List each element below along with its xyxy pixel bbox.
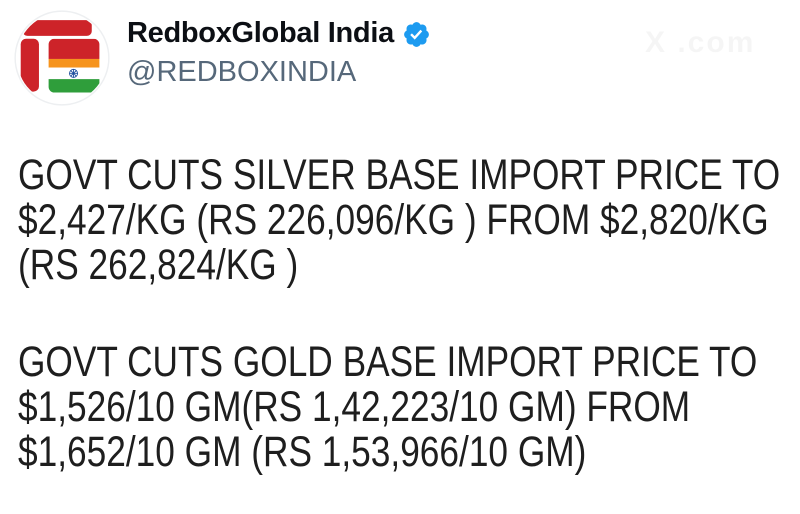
text-line: $1,652/10 GM (RS 1,53,966/10 GM) (18, 428, 587, 476)
text-line: (RS 262,824/KG ) (18, 241, 299, 289)
text-line: $2,427/KG (RS 226,096/KG ) FROM $2,820/K… (18, 196, 769, 244)
user-handle[interactable]: @REDBOXINDIA (127, 56, 357, 88)
verified-badge-icon (402, 20, 431, 49)
tweet-text: GOVT CUTS SILVER BASE IMPORT PRICE TO $2… (18, 153, 800, 475)
redbox-india-flag-logo-icon (14, 10, 110, 106)
text-line: $1,526/10 GM(RS 1,42,223/10 GM) FROM (18, 383, 691, 431)
paragraph-silver: GOVT CUTS SILVER BASE IMPORT PRICE TO $2… (18, 153, 800, 288)
display-name[interactable]: RedboxGlobal India (127, 17, 394, 49)
text-line: GOVT CUTS SILVER BASE IMPORT PRICE TO (18, 151, 781, 199)
watermark: X .com (645, 26, 755, 60)
text-line: GOVT CUTS GOLD BASE IMPORT PRICE TO (18, 338, 758, 386)
identity-block: RedboxGlobal India @REDBOXINDIA (127, 10, 431, 89)
paragraph-gold: GOVT CUTS GOLD BASE IMPORT PRICE TO $1,5… (18, 340, 800, 475)
tweet-header: RedboxGlobal India @REDBOXINDIA (14, 10, 431, 106)
avatar[interactable] (14, 10, 110, 106)
